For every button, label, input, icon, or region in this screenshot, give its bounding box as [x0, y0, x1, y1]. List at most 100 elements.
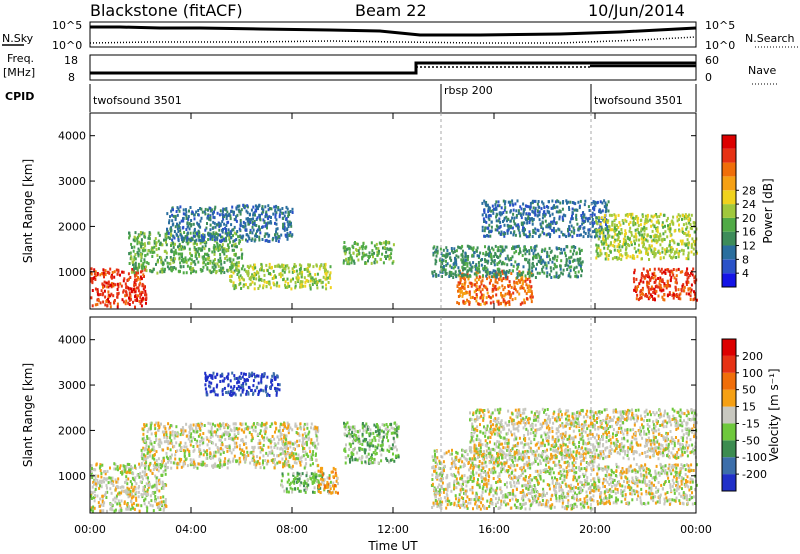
data-cell: [555, 246, 558, 250]
data-cell: [481, 213, 484, 217]
data-cell: [574, 274, 577, 278]
data-cell: [542, 227, 544, 231]
data-cell: [209, 215, 212, 219]
data-cell: [135, 496, 138, 500]
data-cell: [631, 212, 634, 216]
colorbar-tick-label: 28: [742, 184, 756, 197]
data-cell: [531, 199, 534, 203]
data-cell: [125, 478, 128, 482]
data-cell: [132, 472, 135, 476]
data-cell: [505, 210, 508, 214]
data-cell: [154, 494, 157, 498]
data-cell: [384, 242, 387, 246]
data-cell: [479, 290, 482, 294]
data-cell: [149, 503, 152, 507]
data-cell: [486, 272, 489, 276]
data-cell: [597, 244, 600, 248]
data-cell: [478, 285, 481, 289]
data-cell: [287, 212, 290, 216]
data-cell: [110, 292, 113, 296]
data-cell: [143, 260, 146, 264]
data-cell: [263, 466, 266, 470]
data-cell: [513, 281, 516, 285]
data-cell: [209, 207, 212, 210]
data-cell: [255, 277, 258, 281]
data-cell: [140, 241, 143, 245]
data-cell: [523, 221, 526, 225]
data-cell: [520, 213, 522, 217]
data-cell: [207, 238, 210, 241]
data-cell: [538, 213, 541, 217]
data-cell: [607, 219, 610, 223]
data-cell: [148, 437, 151, 441]
data-cell: [247, 271, 250, 275]
data-cell: [274, 457, 276, 461]
data-cell: [213, 235, 216, 239]
data-cell: [146, 252, 149, 256]
data-cell: [529, 207, 532, 211]
data-cell: [119, 486, 122, 490]
data-cell: [318, 279, 321, 283]
data-cell: [187, 258, 190, 262]
data-cell: [303, 422, 306, 426]
data-cell: [246, 264, 249, 268]
data-cell: [222, 250, 225, 254]
data-cell: [580, 267, 582, 271]
data-cell: [433, 270, 436, 273]
nave-tick-top: 60: [705, 54, 719, 67]
data-cell: [257, 287, 260, 290]
data-cell: [246, 233, 249, 237]
data-cell: [280, 433, 283, 437]
data-cell: [93, 490, 96, 494]
data-cell: [490, 257, 493, 261]
data-cell: [276, 461, 279, 465]
data-cell: [212, 259, 215, 263]
data-cell: [252, 205, 255, 209]
data-cell: [693, 230, 696, 234]
data-cell: [436, 251, 439, 255]
data-cell: [328, 273, 331, 277]
data-cell: [157, 502, 160, 506]
data-cell: [239, 219, 242, 222]
data-cell: [385, 250, 388, 254]
data-cell: [647, 288, 650, 292]
data-cell: [497, 246, 500, 250]
data-cell: [559, 267, 562, 271]
data-cell: [653, 239, 656, 243]
data-cell: [482, 274, 484, 278]
data-cell: [209, 223, 212, 227]
data-cell: [221, 248, 224, 252]
data-cell: [677, 296, 680, 300]
data-cell: [223, 433, 225, 437]
data-cell: [470, 281, 472, 285]
data-cell: [149, 426, 152, 430]
data-cell: [129, 507, 132, 511]
data-cell: [276, 264, 279, 268]
data-cell: [229, 259, 232, 263]
data-cell: [496, 249, 499, 253]
data-cell: [110, 507, 112, 511]
data-cell: [194, 234, 197, 238]
data-cell: [602, 237, 605, 241]
data-cell: [219, 447, 222, 450]
data-cell: [572, 226, 575, 230]
data-cell: [288, 234, 291, 237]
data-cell: [515, 214, 518, 217]
data-cell: [504, 292, 507, 296]
data-cell: [136, 299, 139, 302]
data-cell: [228, 231, 231, 235]
data-cell: [488, 246, 490, 250]
data-cell: [445, 252, 448, 256]
data-cell: [178, 209, 181, 213]
data-cell: [174, 242, 176, 246]
data-cell: [188, 454, 191, 457]
data-cell: [665, 250, 668, 254]
data-cell: [177, 245, 179, 249]
data-cell: [234, 435, 237, 438]
data-cell: [385, 240, 387, 244]
data-cell: [491, 204, 494, 208]
data-cell: [284, 280, 287, 284]
data-cell: [478, 288, 480, 292]
data-cell: [281, 448, 284, 452]
data-cell: [607, 230, 610, 234]
